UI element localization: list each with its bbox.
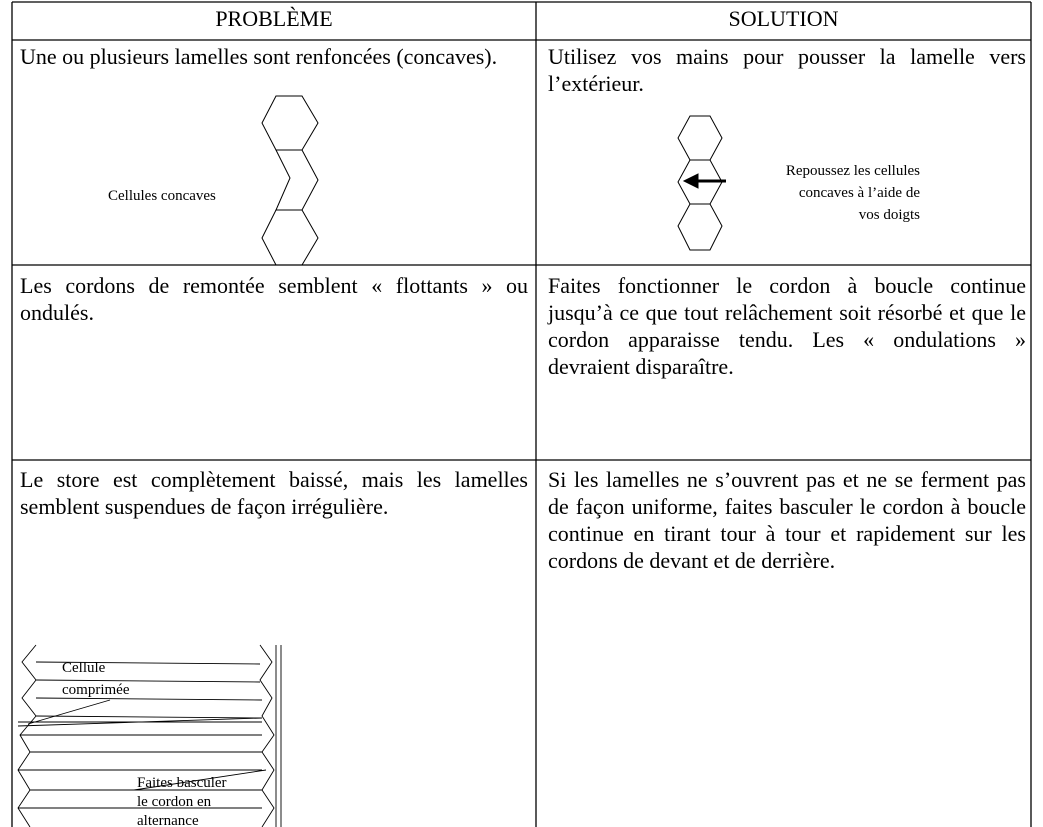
column-header: SOLUTION (728, 6, 839, 31)
figure-label: Cellule (62, 660, 106, 676)
concave-cell (275, 149, 319, 211)
table-borders (11, 1, 1032, 827)
hexagon (261, 209, 319, 266)
figure-label: concaves à l’aide de (799, 185, 921, 201)
solution-text: Utilisez vos mains pour pousser la lamel… (548, 44, 1026, 96)
hexagon (677, 203, 723, 251)
figure-label: comprimée (62, 682, 130, 698)
blind-edge (259, 644, 275, 827)
figure-label: Cellules concaves (108, 188, 216, 204)
concave-figure: Cellules concaves (108, 95, 319, 266)
hexagon (677, 115, 723, 161)
solution-text: Si les lamelles ne s’ouvrent pas et ne s… (548, 467, 1026, 573)
pointer (27, 699, 111, 725)
problem-text: Une ou plusieurs lamelles sont renfoncée… (20, 44, 498, 69)
slats (18, 661, 263, 809)
solution-text: Faites fonctionner le cordon à boucle co… (548, 273, 1026, 379)
figure-label: vos doigts (859, 207, 920, 223)
figure-label: Faites basculer (137, 775, 227, 791)
pointer (133, 769, 267, 791)
arrowhead (682, 173, 699, 189)
figure-label: alternance (137, 813, 199, 827)
problem-text: Les cordons de remontée semblent « flott… (20, 273, 528, 325)
push-figure: Repoussez les cellules concaves à l’aide… (677, 115, 921, 251)
compressed-slat (17, 717, 263, 727)
hexagon (261, 95, 319, 151)
figure-label: Repoussez les cellules (786, 163, 920, 179)
problem-text: Le store est complètement baissé, mais l… (20, 467, 528, 519)
column-header: PROBLÈME (215, 6, 333, 31)
figure-label: le cordon en (137, 794, 212, 810)
blind-figure: Cellule comprimée Faites basculer le cor… (17, 644, 282, 827)
blind-edge (17, 644, 37, 827)
